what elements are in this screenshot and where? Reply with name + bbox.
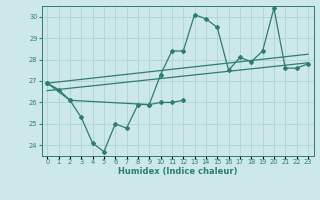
X-axis label: Humidex (Indice chaleur): Humidex (Indice chaleur) <box>118 167 237 176</box>
